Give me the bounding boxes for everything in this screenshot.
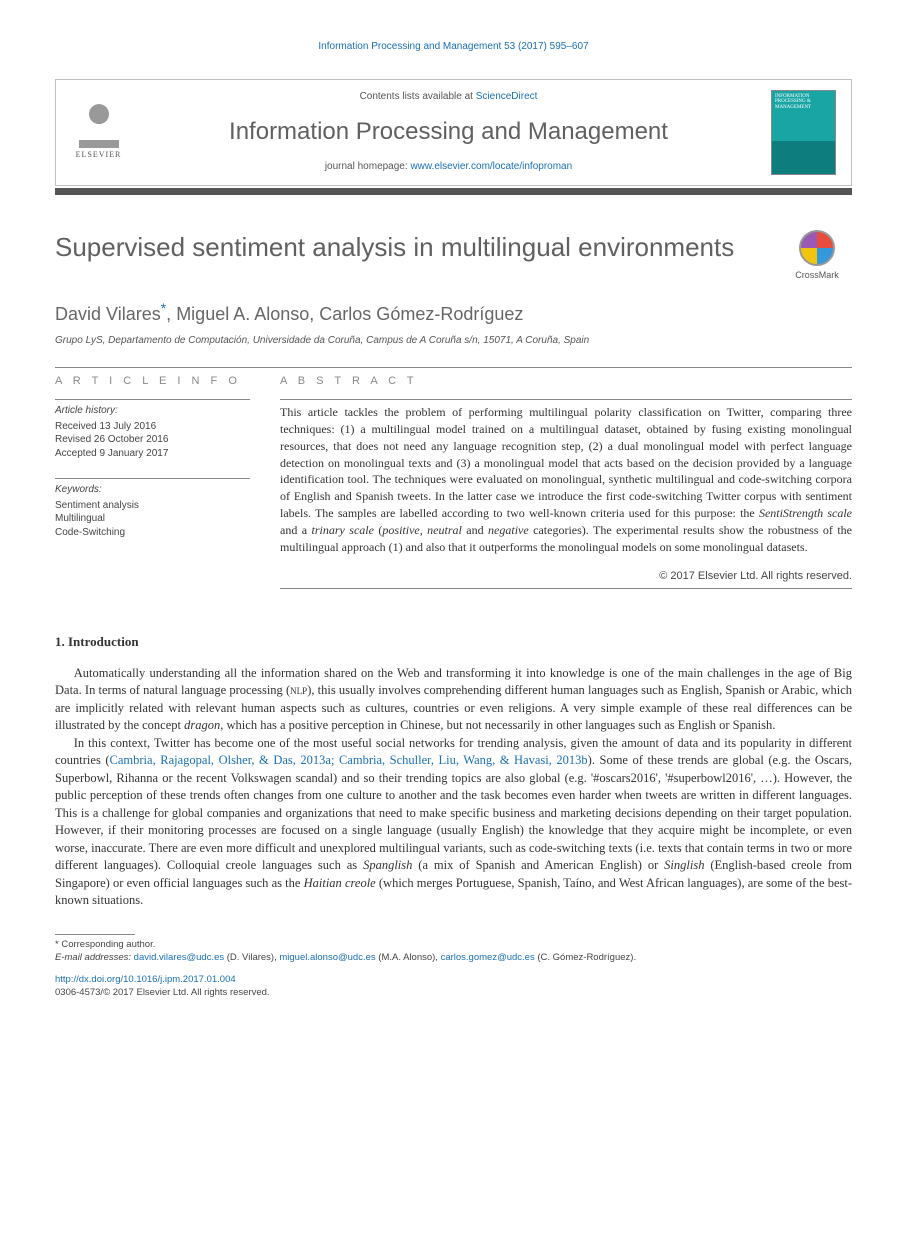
history-label: Article history:	[55, 404, 250, 418]
abs-seg-1: SentiStrength scale	[759, 506, 852, 520]
keyword-2: Multilingual	[55, 513, 105, 524]
authors-line: David Vilares*, Miguel A. Alonso, Carlos…	[55, 299, 852, 326]
email-who-2: (M.A. Alonso),	[376, 952, 441, 963]
email-label: E-mail addresses:	[55, 952, 134, 963]
sciencedirect-link[interactable]: ScienceDirect	[476, 91, 538, 102]
masthead-rule	[55, 188, 852, 195]
p2-seg-3: Spanglish	[363, 858, 412, 872]
journal-homepage-line: journal homepage: www.elsevier.com/locat…	[141, 160, 756, 174]
para-1: Automatically understanding all the info…	[55, 665, 852, 735]
accepted-date: Accepted 9 January 2017	[55, 448, 168, 459]
journal-cover-thumbnail: INFORMATION PROCESSING & MANAGEMENT	[771, 90, 836, 175]
article-info-column: A R T I C L E I N F O Article history: R…	[55, 374, 250, 593]
abs-seg-3: trinary scale	[312, 523, 374, 537]
elsevier-logo: ELSEVIER	[71, 97, 126, 167]
elsevier-tree-icon	[79, 103, 119, 148]
keywords-label: Keywords:	[55, 483, 250, 497]
p2-seg-4: (a mix of Spanish and American English) …	[412, 858, 664, 872]
crossmark-icon	[799, 230, 835, 266]
email-who-1: (D. Vilares),	[224, 952, 279, 963]
kw-rule	[55, 478, 250, 479]
issn-copyright: 0306-4573/© 2017 Elsevier Ltd. All right…	[55, 987, 270, 998]
p1-seg-1-smallcaps: nlp	[290, 683, 307, 697]
affiliation: Grupo LyS, Departamento de Computación, …	[55, 334, 852, 348]
abs-seg-6: and	[462, 523, 488, 537]
page-footer: http://dx.doi.org/10.1016/j.ipm.2017.01.…	[55, 974, 852, 1000]
abs-seg-5: positive, neutral	[382, 523, 461, 537]
email-link-2[interactable]: miguel.alonso@udc.es	[279, 952, 375, 963]
elsevier-label: ELSEVIER	[76, 150, 122, 161]
journal-masthead: ELSEVIER Contents lists available at Sci…	[55, 79, 852, 186]
author-sep: ,	[309, 304, 319, 324]
p2-seg-7: Haitian creole	[304, 876, 376, 890]
email-addresses-line: E-mail addresses: david.vilares@udc.es (…	[55, 952, 852, 965]
abstract-column: A B S T R A C T This article tackles the…	[280, 374, 852, 593]
abstract-bottom-rule	[280, 588, 852, 589]
keyword-1: Sentiment analysis	[55, 500, 139, 511]
email-who-3: (C. Gómez-Rodríguez).	[535, 952, 636, 963]
abstract-heading: A B S T R A C T	[280, 374, 852, 389]
abstract-rule	[280, 399, 852, 400]
author-3: Carlos Gómez-Rodríguez	[319, 304, 523, 324]
keyword-3: Code-Switching	[55, 527, 125, 538]
section-1-heading: 1. Introduction	[55, 633, 852, 651]
abs-seg-2: and a	[280, 523, 312, 537]
received-date: Received 13 July 2016	[55, 421, 156, 432]
info-top-rule	[55, 367, 852, 368]
article-info-heading: A R T I C L E I N F O	[55, 374, 250, 389]
article-history: Article history: Received 13 July 2016 R…	[55, 404, 250, 460]
homepage-prefix: journal homepage:	[325, 161, 411, 172]
journal-title: Information Processing and Management	[141, 116, 756, 148]
author-1: David Vilares	[55, 304, 161, 324]
running-header: Information Processing and Management 53…	[55, 40, 852, 54]
author-2: Miguel A. Alonso	[176, 304, 309, 324]
email-link-1[interactable]: david.vilares@udc.es	[134, 952, 224, 963]
abs-seg-7: negative	[488, 523, 529, 537]
corresponding-author-note: * Corresponding author.	[55, 939, 852, 952]
doi-link[interactable]: http://dx.doi.org/10.1016/j.ipm.2017.01.…	[55, 974, 236, 985]
journal-homepage-link[interactable]: www.elsevier.com/locate/infoproman	[410, 161, 572, 172]
crossmark-label: CrossMark	[795, 270, 839, 280]
author-sep: ,	[166, 304, 176, 324]
keywords-block: Keywords: Sentiment analysis Multilingua…	[55, 483, 250, 539]
revised-date: Revised 26 October 2016	[55, 434, 168, 445]
p1-seg-4: , which has a positive perception in Chi…	[220, 718, 775, 732]
footnote-rule	[55, 934, 135, 935]
contents-prefix: Contents lists available at	[360, 91, 476, 102]
citation-link-cambria[interactable]: Cambria, Rajagopal, Olsher, & Das, 2013a…	[110, 753, 588, 767]
crossmark-badge[interactable]: CrossMark	[782, 230, 852, 281]
para-2: In this context, Twitter has become one …	[55, 735, 852, 910]
email-link-3[interactable]: carlos.gomez@udc.es	[441, 952, 535, 963]
contents-lists-line: Contents lists available at ScienceDirec…	[141, 90, 756, 104]
p2-seg-5: Singlish	[664, 858, 704, 872]
abstract-copyright: © 2017 Elsevier Ltd. All rights reserved…	[280, 569, 852, 584]
footnotes: * Corresponding author. E-mail addresses…	[55, 939, 852, 965]
info-rule	[55, 399, 250, 400]
abs-seg-0: This article tackles the problem of perf…	[280, 405, 852, 520]
article-title: Supervised sentiment analysis in multili…	[55, 230, 762, 265]
p2-seg-2: ). Some of these trends are global (e.g.…	[55, 753, 852, 872]
p1-seg-3: dragon	[184, 718, 220, 732]
abstract-text: This article tackles the problem of perf…	[280, 404, 852, 555]
